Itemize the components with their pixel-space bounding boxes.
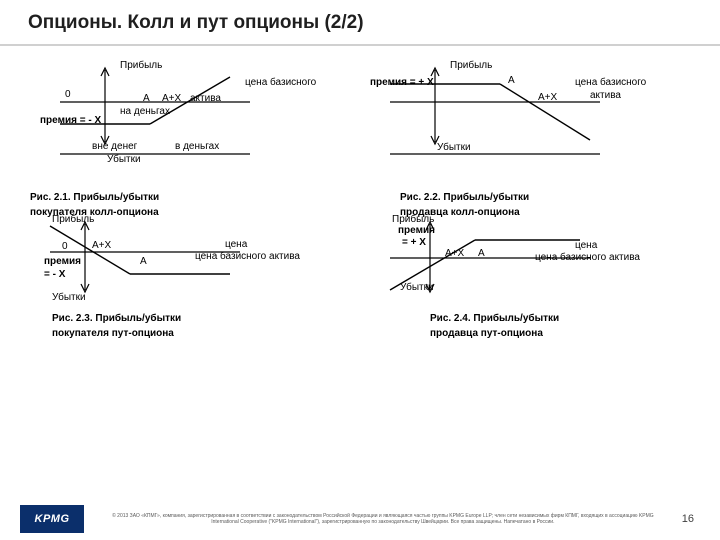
ax-lbl2: A+X — [538, 92, 557, 103]
ax-lbl: A+X — [162, 93, 181, 104]
fig-2-3: Прибыль 0 A+X A цена цена базисного акти… — [30, 218, 360, 348]
slide-title: Опционы. Колл и пут опционы (2/2) — [28, 12, 692, 34]
a4: A — [478, 248, 485, 259]
in-money: в деньгах — [175, 141, 219, 152]
copyright-text: © 2013 ЗАО «КПМГ», компания, зарегистрир… — [84, 513, 682, 525]
fig24-cap1: Рис. 2.4. Прибыль/убытки — [430, 313, 690, 324]
page-number: 16 — [682, 513, 694, 525]
x-price4a: цена — [575, 240, 597, 251]
x-asset: актива — [190, 93, 221, 104]
out-money: вне денег — [92, 141, 137, 152]
premium4: премия — [398, 225, 435, 236]
fig23-cap1: Рис. 2.3. Прибыль/убытки — [52, 313, 360, 324]
x-price3a: цена — [225, 239, 247, 250]
fig-2-4: Прибыль премия = + X A+X A цена цена баз… — [360, 218, 690, 348]
losses3: Убытки — [52, 292, 86, 303]
zero-lbl: 0 — [65, 89, 71, 100]
content-area: Прибыль 0 A A+X цена базисного актива пр… — [0, 46, 720, 348]
premium3: премия — [44, 256, 81, 267]
fig-2-1: Прибыль 0 A A+X цена базисного актива пр… — [30, 62, 360, 192]
fig24-cap2: продавца пут-опциона — [430, 328, 690, 339]
x-asset2: актива — [590, 90, 621, 101]
ylabel: Прибыль — [120, 60, 162, 71]
at-money: на деньгах — [120, 106, 170, 117]
x-price: цена базисного — [245, 77, 316, 88]
losses2: Убытки — [437, 142, 471, 153]
ax4: A+X — [445, 248, 464, 259]
losses: Убытки — [107, 154, 141, 165]
ylabel4: Прибыль — [392, 214, 434, 225]
premium-pos: премия = + X — [370, 77, 434, 88]
ax3: A+X — [92, 240, 111, 251]
fig21-cap1: Рис. 2.1. Прибыль/убытки — [30, 192, 360, 203]
losses4: Убытки — [400, 282, 434, 293]
premium3b: = - X — [44, 269, 65, 280]
ylabel3: Прибыль — [52, 214, 94, 225]
a3: A — [140, 256, 147, 267]
x-price2: цена базисного — [575, 77, 646, 88]
ylabel2: Прибыль — [450, 60, 492, 71]
kpmg-logo: KPMG — [20, 505, 84, 533]
fig23-cap2: покупателя пут-опциона — [52, 328, 360, 339]
fig22-cap2: продавца колл-опциона — [400, 207, 690, 218]
premium-neg: премия = - X — [40, 115, 101, 126]
fig-2-2: Прибыль премия = + X A A+X цена базисног… — [360, 62, 690, 192]
premium4b: = + X — [402, 237, 426, 248]
x-price4b: цена базисного актива — [535, 252, 640, 263]
x-price3b: цена базисного актива — [195, 251, 300, 262]
zero3: 0 — [62, 241, 68, 252]
a-lbl2: A — [508, 75, 515, 86]
a-lbl: A — [143, 93, 150, 104]
fig22-cap1: Рис. 2.2. Прибыль/убытки — [400, 192, 690, 203]
footer: KPMG © 2013 ЗАО «КПМГ», компания, зареги… — [0, 498, 720, 540]
